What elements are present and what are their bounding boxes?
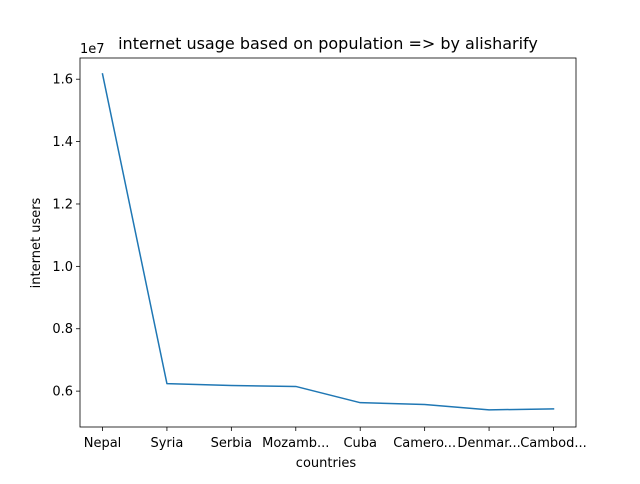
y-tick-label: 1.6 bbox=[52, 73, 73, 88]
series-line bbox=[101, 73, 555, 411]
x-tick-label: Cuba bbox=[343, 436, 377, 451]
x-tick-label: Syria bbox=[150, 436, 183, 451]
y-axis-offset-label: 1e7 bbox=[80, 42, 105, 57]
y-tick-label: 1.0 bbox=[52, 260, 73, 275]
y-axis-ticks: 0.6 0.8 1.0 1.2 1.4 1.6 bbox=[52, 73, 80, 400]
y-tick-label: 0.8 bbox=[52, 322, 73, 337]
y-tick-label: 0.6 bbox=[52, 385, 73, 400]
x-tick-label: Serbia bbox=[211, 436, 252, 451]
x-tick-label: Nepal bbox=[84, 436, 122, 451]
x-tick-label: Mozamb... bbox=[262, 436, 329, 451]
chart-title: internet usage based on population => by… bbox=[118, 34, 538, 53]
x-tick-label: Cambod... bbox=[520, 436, 587, 451]
x-axis-label: countries bbox=[296, 456, 357, 471]
x-axis-ticks: Nepal Syria Serbia Mozamb... Cuba Camero... De… bbox=[84, 427, 587, 451]
axes-frame bbox=[79, 57, 577, 428]
x-tick-label: Denmar... bbox=[457, 436, 520, 451]
y-axis-label: internet users bbox=[29, 197, 44, 288]
x-tick-label: Camero... bbox=[393, 436, 456, 451]
plot-layer bbox=[101, 73, 555, 411]
y-tick-label: 1.2 bbox=[52, 197, 73, 212]
y-tick-label: 1.4 bbox=[52, 135, 73, 150]
